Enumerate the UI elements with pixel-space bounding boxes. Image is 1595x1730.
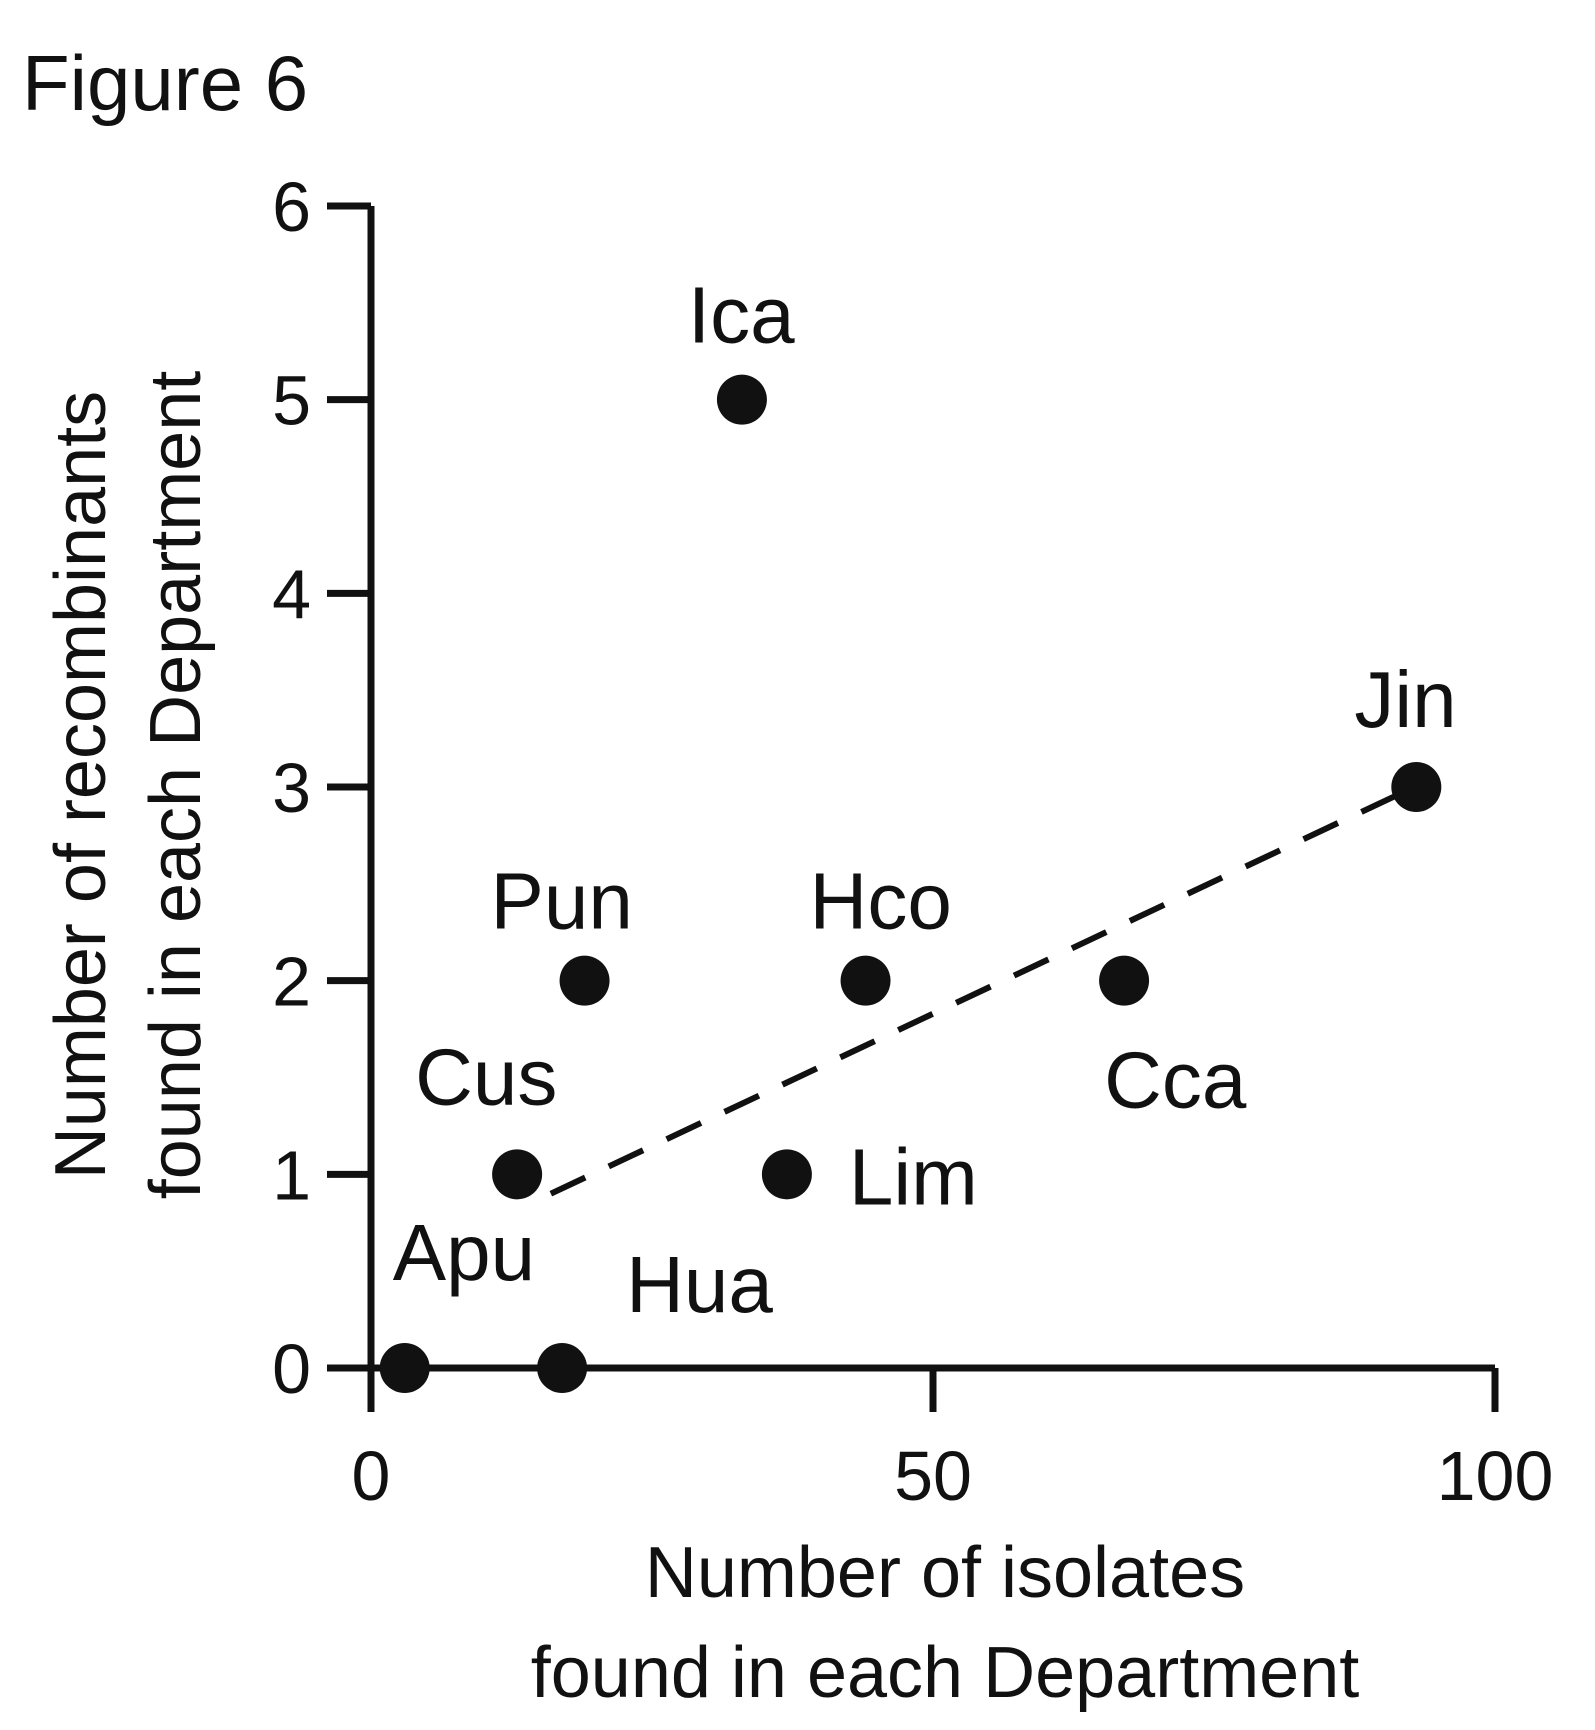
data-point-hco: [840, 955, 891, 1006]
point-label-jin: Jin: [1354, 655, 1456, 744]
x-tick-label: 100: [1437, 1437, 1554, 1515]
data-point-pun: [559, 955, 610, 1006]
y-axis-ticks: 0 1 2 3 4 5 6: [272, 168, 371, 1408]
data-point-ica: [716, 374, 767, 425]
point-label-lim: Lim: [849, 1132, 978, 1221]
trend-line-group: [549, 793, 1396, 1197]
x-axis-title-line: found in each Department: [531, 1633, 1360, 1713]
data-point-jin: [1391, 762, 1442, 812]
data-point-apu: [379, 1343, 430, 1393]
trend-line: [549, 793, 1396, 1197]
point-label-apu: Apu: [393, 1208, 535, 1297]
y-tick-label: 4: [272, 555, 311, 633]
data-points: [379, 374, 1442, 1393]
y-tick-label: 3: [272, 749, 311, 827]
data-point-cca: [1099, 955, 1150, 1006]
data-point-lim: [761, 1149, 812, 1200]
point-label-hua: Hua: [626, 1240, 773, 1329]
point-label-ica: Ica: [688, 271, 795, 360]
y-axis-title: Number of recombinants found in each Depa…: [41, 371, 216, 1200]
y-tick-label: 5: [272, 362, 311, 440]
x-tick-label: 50: [894, 1437, 972, 1515]
y-tick-label: 1: [272, 1136, 311, 1214]
figure-label: Figure 6: [22, 39, 308, 127]
x-axis-ticks: 0 50 100: [352, 1368, 1554, 1515]
x-axis-title: Number of isolates found in each Departme…: [531, 1533, 1360, 1713]
point-label-hco: Hco: [810, 857, 952, 946]
y-axis-title-line: found in each Department: [136, 371, 216, 1200]
x-axis-title-line: Number of isolates: [645, 1533, 1245, 1613]
x-tick-label: 0: [352, 1437, 391, 1515]
axes: [327, 206, 1495, 1412]
y-tick-label: 0: [272, 1330, 311, 1408]
point-label-cus: Cus: [415, 1032, 557, 1121]
point-label-pun: Pun: [491, 857, 633, 946]
point-label-cca: Cca: [1104, 1036, 1247, 1125]
y-tick-label: 6: [272, 168, 311, 246]
data-point-cus: [492, 1149, 543, 1200]
point-labels: Apu Hua Cus Lim Pun Hco Cca Ica Jin: [393, 271, 1457, 1329]
y-tick-label: 2: [272, 943, 311, 1021]
y-axis-title-line: Number of recombinants: [41, 391, 121, 1179]
data-point-hua: [537, 1343, 588, 1393]
